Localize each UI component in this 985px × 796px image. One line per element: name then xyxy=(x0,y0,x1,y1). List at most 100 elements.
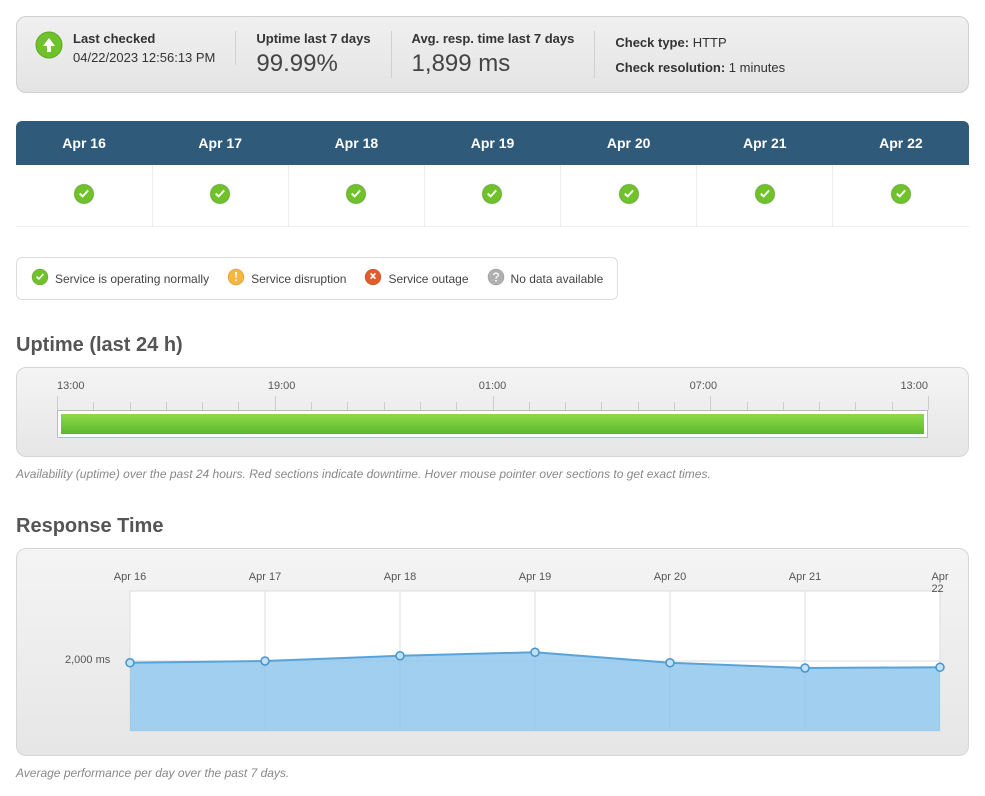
day-status-cell[interactable] xyxy=(424,165,560,227)
legend-item: Service disruption xyxy=(227,268,346,289)
last-checked-value: 04/22/2023 12:56:13 PM xyxy=(73,50,215,65)
ok-icon xyxy=(31,268,49,289)
response-panel: Apr 16 Apr 17 Apr 18 Apr 19 Apr 20 Apr 21 Apr … xyxy=(16,548,969,756)
response-x-label: Apr 22 xyxy=(931,571,948,595)
uptime24-panel: 13:0019:0001:0007:0013:00 xyxy=(16,367,969,457)
uptime24-fill xyxy=(61,414,924,434)
uptime24-tick-labels: 13:0019:0001:0007:0013:00 xyxy=(57,380,928,392)
uptime24-tick xyxy=(493,396,494,410)
warn-icon xyxy=(227,268,245,289)
uptime24-bar[interactable] xyxy=(57,410,928,438)
legend-label: Service is operating normally xyxy=(55,272,209,286)
legend-item: Service outage xyxy=(364,268,468,289)
uptime24-title: Uptime (last 24 h) xyxy=(16,334,969,357)
day-header-cell: Apr 20 xyxy=(561,121,697,165)
uptime24-tick-label: 13:00 xyxy=(900,380,928,392)
day-status-cell[interactable] xyxy=(833,165,969,227)
uptime24-tick xyxy=(638,402,639,410)
check-type-label: Check type: xyxy=(615,35,689,50)
uptime24-tick xyxy=(130,402,131,410)
check-ok-icon xyxy=(890,193,912,208)
uptime24-ruler xyxy=(57,396,928,410)
legend: Service is operating normally Service dis… xyxy=(16,257,618,300)
day-status-cell[interactable] xyxy=(697,165,833,227)
check-type-value: HTTP xyxy=(693,35,727,50)
check-resolution-label: Check resolution: xyxy=(615,60,725,75)
legend-item: No data available xyxy=(487,268,604,289)
check-resolution-value: 1 minutes xyxy=(729,60,785,75)
response-x-label: Apr 17 xyxy=(249,571,281,583)
check-ok-icon xyxy=(481,193,503,208)
resp7-value: 1,899 ms xyxy=(412,50,575,78)
day-header-cell: Apr 17 xyxy=(152,121,288,165)
summary-panel: Last checked 04/22/2023 12:56:13 PM Upti… xyxy=(16,16,969,93)
response-x-label: Apr 16 xyxy=(114,571,146,583)
legend-label: No data available xyxy=(511,272,604,286)
day-header-cell: Apr 16 xyxy=(16,121,152,165)
summary-last-checked: Last checked 04/22/2023 12:56:13 PM xyxy=(35,31,236,65)
day-header-cell: Apr 22 xyxy=(833,121,969,165)
uptime24-tick xyxy=(928,396,929,410)
day-status-cell[interactable] xyxy=(16,165,152,227)
resp7-label: Avg. resp. time last 7 days xyxy=(412,31,575,46)
uptime24-tick xyxy=(783,402,784,410)
check-ok-icon xyxy=(345,193,367,208)
uptime24-tick xyxy=(93,402,94,410)
legend-item: Service is operating normally xyxy=(31,268,209,289)
check-ok-icon xyxy=(754,193,776,208)
response-x-label: Apr 20 xyxy=(654,571,686,583)
unknown-icon xyxy=(487,268,505,289)
last-checked-label: Last checked xyxy=(73,31,215,46)
response-title: Response Time xyxy=(16,515,969,538)
uptime24-tick xyxy=(855,402,856,410)
uptime24-tick xyxy=(420,402,421,410)
response-x-label: Apr 19 xyxy=(519,571,551,583)
uptime7-value: 99.99% xyxy=(256,50,370,78)
response-x-label: Apr 18 xyxy=(384,571,416,583)
legend-label: Service disruption xyxy=(251,272,346,286)
legend-label: Service outage xyxy=(388,272,468,286)
day-status-cell[interactable] xyxy=(288,165,424,227)
days-table: Apr 16Apr 17Apr 18Apr 19Apr 20Apr 21Apr … xyxy=(16,121,969,227)
uptime24-tick xyxy=(384,402,385,410)
uptime24-tick xyxy=(202,402,203,410)
uptime24-tick xyxy=(565,402,566,410)
summary-meta: Check type: HTTP Check resolution: 1 min… xyxy=(615,31,785,75)
summary-resp7: Avg. resp. time last 7 days 1,899 ms xyxy=(412,31,596,78)
day-status-cell[interactable] xyxy=(152,165,288,227)
days-header-row: Apr 16Apr 17Apr 18Apr 19Apr 20Apr 21Apr … xyxy=(16,121,969,165)
check-ok-icon xyxy=(618,193,640,208)
response-y-label: 2,000 ms xyxy=(65,654,110,666)
uptime24-tick xyxy=(710,396,711,410)
uptime24-tick-label: 01:00 xyxy=(479,380,507,392)
uptime24-tick-label: 13:00 xyxy=(57,380,85,392)
uptime24-caption: Availability (uptime) over the past 24 h… xyxy=(16,467,969,481)
response-x-label: Apr 21 xyxy=(789,571,821,583)
days-body-row xyxy=(16,165,969,227)
uptime24-tick xyxy=(311,402,312,410)
uptime24-tick xyxy=(747,402,748,410)
error-icon xyxy=(364,268,382,289)
uptime24-tick xyxy=(601,402,602,410)
response-caption: Average performance per day over the pas… xyxy=(16,766,969,780)
uptime24-tick xyxy=(166,402,167,410)
day-header-cell: Apr 19 xyxy=(424,121,560,165)
uptime24-tick xyxy=(529,402,530,410)
uptime24-tick xyxy=(347,402,348,410)
response-chart[interactable]: Apr 16 Apr 17 Apr 18 Apr 19 Apr 20 Apr 21 Apr … xyxy=(35,567,950,737)
check-ok-icon xyxy=(209,193,231,208)
uptime24-tick xyxy=(238,402,239,410)
day-header-cell: Apr 21 xyxy=(697,121,833,165)
uptime24-tick xyxy=(892,402,893,410)
day-status-cell[interactable] xyxy=(561,165,697,227)
uptime24-tick xyxy=(456,402,457,410)
uptime24-tick xyxy=(57,396,58,410)
uptime24-tick-label: 19:00 xyxy=(268,380,296,392)
check-ok-icon xyxy=(73,193,95,208)
uptime24-tick xyxy=(674,402,675,410)
uptime7-label: Uptime last 7 days xyxy=(256,31,370,46)
day-header-cell: Apr 18 xyxy=(288,121,424,165)
status-up-icon xyxy=(35,31,63,59)
uptime24-tick xyxy=(275,396,276,410)
uptime24-tick xyxy=(819,402,820,410)
